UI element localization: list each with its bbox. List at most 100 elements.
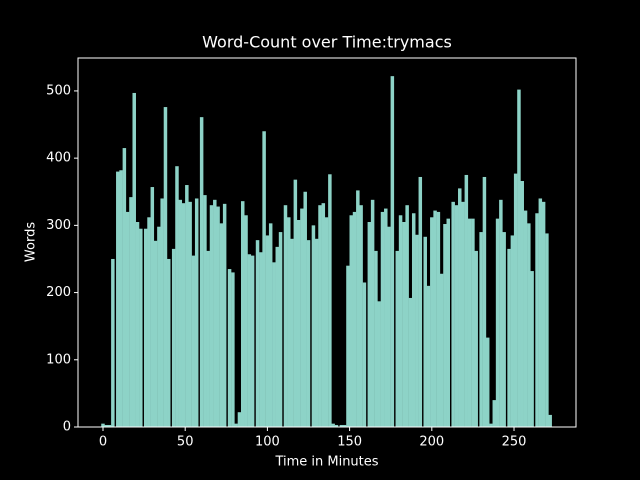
- x-tick-label: 250: [502, 435, 527, 450]
- bar: [157, 226, 161, 427]
- bar: [507, 248, 511, 427]
- bar: [390, 76, 395, 428]
- y-tick-label: 400: [46, 151, 71, 166]
- x-tick-label: 100: [255, 435, 280, 450]
- bar: [119, 170, 123, 427]
- bar: [548, 414, 552, 427]
- bar: [377, 301, 381, 427]
- bar: [303, 191, 307, 427]
- bar: [545, 233, 549, 427]
- bar: [356, 190, 360, 427]
- bar: [227, 269, 232, 427]
- bar: [219, 223, 224, 427]
- bar: [300, 208, 304, 427]
- bar: [111, 258, 115, 427]
- bar: [275, 246, 280, 427]
- bar: [331, 423, 335, 427]
- bar: [262, 131, 266, 427]
- bar: [464, 174, 469, 427]
- bar: [482, 176, 487, 427]
- x-tick-label: 0: [99, 435, 107, 450]
- bar: [517, 89, 521, 428]
- bar: [430, 217, 434, 427]
- bar: [104, 424, 109, 427]
- bar: [502, 232, 506, 427]
- bar: [247, 254, 252, 427]
- bar: [423, 236, 427, 427]
- bar: [234, 423, 238, 427]
- bar: [160, 198, 164, 427]
- bar: [278, 232, 283, 427]
- bar: [318, 205, 322, 427]
- plot-frame: [77, 57, 577, 428]
- bar: [384, 208, 388, 427]
- bar: [339, 424, 344, 427]
- bar: [523, 210, 528, 427]
- bar: [489, 423, 493, 427]
- bar: [283, 205, 288, 427]
- bar: [311, 225, 316, 427]
- bar: [342, 424, 347, 427]
- bar: [153, 240, 158, 427]
- bar: [122, 148, 127, 428]
- bar: [479, 232, 483, 427]
- bar: [290, 238, 294, 427]
- bar: [446, 218, 450, 427]
- bar: [538, 198, 543, 427]
- bar: [367, 222, 372, 427]
- bar: [530, 271, 534, 427]
- bar: [107, 424, 112, 427]
- bar: [535, 213, 539, 427]
- bar: [181, 203, 186, 427]
- y-tick-label: 200: [46, 285, 71, 300]
- bar: [209, 205, 214, 427]
- bar: [163, 107, 168, 427]
- bar: [370, 199, 375, 427]
- bar: [240, 201, 245, 427]
- x-tick-label: 200: [419, 435, 444, 450]
- bar: [101, 423, 105, 427]
- bar: [541, 201, 546, 427]
- bar: [362, 282, 367, 427]
- bar: [314, 238, 319, 427]
- bar: [237, 412, 242, 427]
- bar: [461, 201, 465, 427]
- bar: [293, 179, 298, 427]
- bar: [150, 187, 155, 427]
- bar: [352, 211, 357, 427]
- bar: [387, 226, 391, 427]
- bar: [328, 174, 332, 427]
- bar: [433, 210, 437, 427]
- bar: [346, 265, 350, 427]
- bar: [405, 205, 409, 427]
- bar: [203, 195, 207, 427]
- bar: [213, 199, 217, 427]
- bar: [411, 213, 416, 427]
- bar: [380, 211, 385, 427]
- bar: [513, 173, 518, 427]
- bar: [250, 255, 255, 427]
- bar: [471, 218, 475, 427]
- x-tick-label: 150: [337, 435, 362, 450]
- bar: [451, 201, 455, 427]
- bar: [359, 205, 363, 427]
- y-tick-label: 100: [46, 352, 71, 367]
- bar: [185, 185, 189, 427]
- bar: [222, 203, 227, 427]
- bar: [439, 273, 444, 427]
- y-tick-label: 300: [46, 218, 71, 233]
- bar: [147, 217, 151, 427]
- bar: [458, 188, 462, 427]
- bar: [499, 199, 503, 427]
- bar: [436, 211, 441, 427]
- bar: [408, 297, 413, 427]
- x-tick-label: 50: [177, 435, 194, 450]
- bar: [426, 285, 431, 427]
- bar: [191, 255, 196, 427]
- bar: [474, 250, 478, 427]
- bar: [334, 424, 339, 427]
- bar: [395, 250, 400, 427]
- bar: [495, 218, 500, 427]
- bar: [296, 219, 301, 427]
